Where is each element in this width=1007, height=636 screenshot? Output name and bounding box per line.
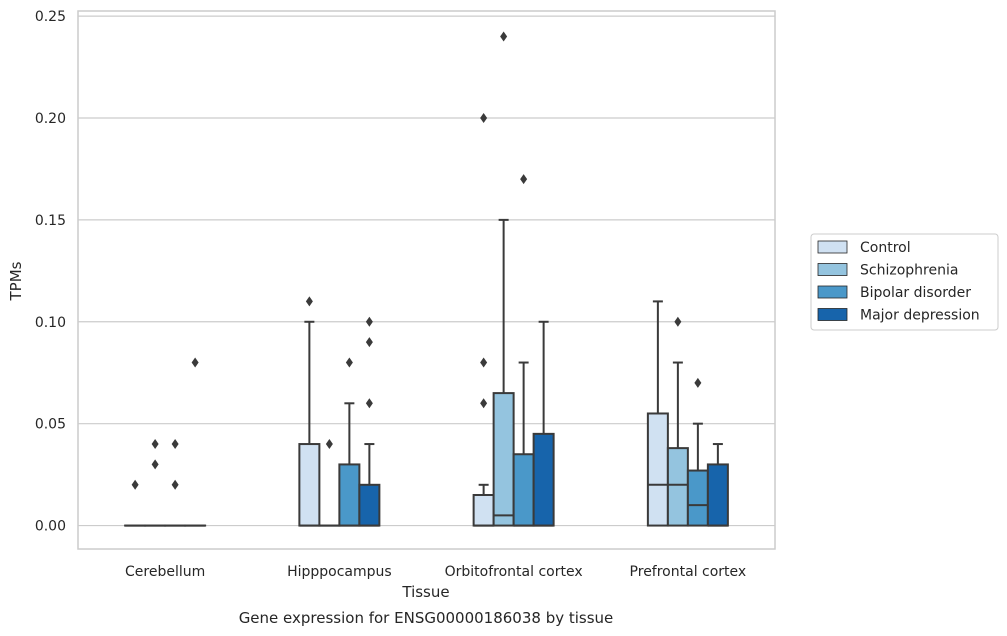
outlier-point [365,337,373,348]
outlier-point [171,479,179,490]
y-tick-label: 0.20 [35,111,66,127]
outlier-point [480,357,488,368]
outlier-point [480,398,488,409]
outlier-point [191,357,199,368]
box [666,447,689,527]
legend-swatch [817,285,848,299]
box-group [184,357,207,527]
box-group [472,112,495,527]
outlier-point [480,112,488,123]
outlier-point [694,377,702,388]
x-tick-label: Hipppocampus [287,564,392,580]
outlier-point [365,398,373,409]
x-tick-label: Orbitofrontal cortex [445,564,583,580]
box [646,412,669,527]
box-group [338,357,361,527]
box [532,432,555,527]
box-marks [124,31,729,527]
outlier-point [325,439,333,450]
legend-label: Major depression [860,308,980,324]
box [492,392,515,527]
box [512,453,535,527]
y-tick-label: 0.10 [35,315,66,331]
y-tick-label: 0.15 [35,213,66,229]
box [472,493,495,527]
box [358,483,381,527]
box-group [144,439,167,527]
box-group [164,439,187,527]
box-group [358,316,381,527]
box-group [686,377,709,527]
outlier-point [674,316,682,327]
y-tick-label: 0.00 [35,519,66,535]
box [298,443,321,527]
box [686,469,709,527]
outlier-point [345,357,353,368]
outlier-point [171,439,179,450]
chart-caption: Gene expression for ENSG00000186038 by t… [239,609,614,627]
legend-frame [810,233,999,331]
box-group [298,296,321,527]
plot-frame [77,10,776,550]
box [706,463,729,527]
y-axis-label: TPMs [7,261,25,301]
x-tick-label: Prefrontal cortex [630,564,747,580]
y-tick-label: 0.05 [35,417,66,433]
box-group [124,479,147,527]
box-group [532,320,555,527]
y-axis-ticks: 0.00 0.05 0.10 0.15 0.20 0.25 [35,9,66,534]
box-group [492,31,515,527]
box-group [666,316,689,527]
outlier-point [500,31,508,42]
legend-swatch [817,308,848,321]
box-group [318,439,341,527]
x-tick-label: Cerebellum [125,564,205,580]
outlier-point [365,316,373,327]
outlier-point [520,174,528,185]
box [338,463,361,527]
outlier-point [151,459,159,470]
x-axis-label: Tissue [401,583,449,601]
outlier-point [305,296,313,307]
box-group [706,443,729,527]
box-group [646,300,669,527]
outlier-point [151,439,159,450]
legend-label: Control [860,240,911,256]
legend-label: Schizophrenia [860,263,958,279]
legend: Control Schizophrenia Bipolar disorder Majo… [810,233,999,331]
legend-swatch [817,240,848,254]
legend-swatch [817,263,848,276]
x-axis-ticks: Cerebellum Hipppocampus Orbitofrontal cort… [125,564,746,580]
box-group [512,174,535,527]
legend-label: Bipolar disorder [860,285,971,301]
outlier-point [131,479,139,490]
y-tick-label: 0.25 [35,9,66,25]
